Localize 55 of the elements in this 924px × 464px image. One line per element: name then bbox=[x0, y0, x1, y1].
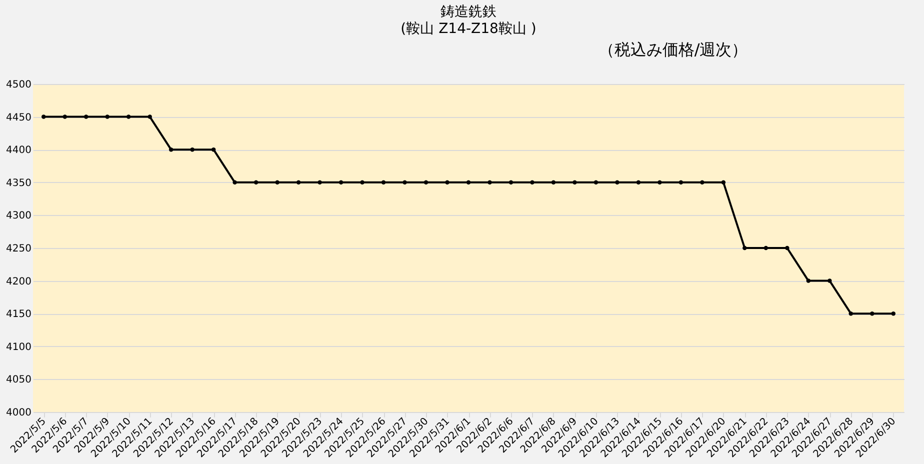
point bbox=[764, 246, 768, 250]
point bbox=[190, 147, 194, 152]
y-tick-label: 4450 bbox=[6, 112, 32, 124]
y-tick-label: 4300 bbox=[6, 210, 32, 222]
point bbox=[62, 114, 67, 119]
text: （税込み価格/週次） bbox=[598, 40, 748, 59]
point bbox=[148, 114, 152, 119]
point bbox=[721, 180, 726, 185]
point bbox=[806, 278, 811, 283]
point bbox=[445, 180, 450, 185]
point bbox=[572, 180, 577, 185]
point bbox=[381, 180, 386, 185]
point bbox=[700, 180, 704, 185]
point bbox=[848, 311, 854, 316]
point bbox=[508, 180, 514, 185]
point bbox=[678, 180, 684, 185]
point bbox=[530, 180, 534, 185]
point bbox=[296, 180, 301, 185]
point bbox=[658, 180, 662, 185]
point bbox=[275, 180, 280, 185]
y-tick-label: 4500 bbox=[6, 80, 32, 90]
y-tick-label: 4000 bbox=[6, 408, 32, 418]
y-tick-label: 4250 bbox=[6, 244, 32, 254]
point bbox=[232, 180, 237, 185]
y-tick-label: 4100 bbox=[6, 342, 32, 353]
y-tick-label: 4150 bbox=[6, 309, 32, 320]
point bbox=[551, 180, 556, 185]
point bbox=[168, 147, 174, 152]
point bbox=[785, 246, 790, 250]
chart-subtitle: (鞍山 Z14-Z18鞍山 ) bbox=[400, 21, 536, 37]
chart-title: 鋳造銑鉄 bbox=[440, 4, 496, 20]
point bbox=[424, 180, 428, 185]
point bbox=[360, 180, 364, 185]
point bbox=[594, 180, 598, 185]
point bbox=[338, 180, 344, 185]
point bbox=[84, 114, 88, 119]
y-tick-label: 4050 bbox=[6, 374, 32, 386]
point bbox=[742, 246, 747, 250]
point bbox=[318, 180, 322, 185]
y-tick-label: 4200 bbox=[6, 276, 32, 288]
point bbox=[828, 278, 832, 283]
point bbox=[211, 147, 216, 152]
point bbox=[488, 180, 492, 185]
point bbox=[891, 311, 896, 316]
point bbox=[42, 114, 46, 119]
point bbox=[870, 311, 874, 316]
point bbox=[254, 180, 258, 185]
point bbox=[636, 180, 641, 185]
y-tick-label: 4350 bbox=[6, 178, 32, 189]
point bbox=[402, 180, 407, 185]
point bbox=[466, 180, 471, 185]
y-tick-label: 4400 bbox=[6, 145, 32, 156]
point bbox=[126, 114, 131, 119]
point bbox=[615, 180, 620, 185]
point bbox=[105, 114, 110, 119]
